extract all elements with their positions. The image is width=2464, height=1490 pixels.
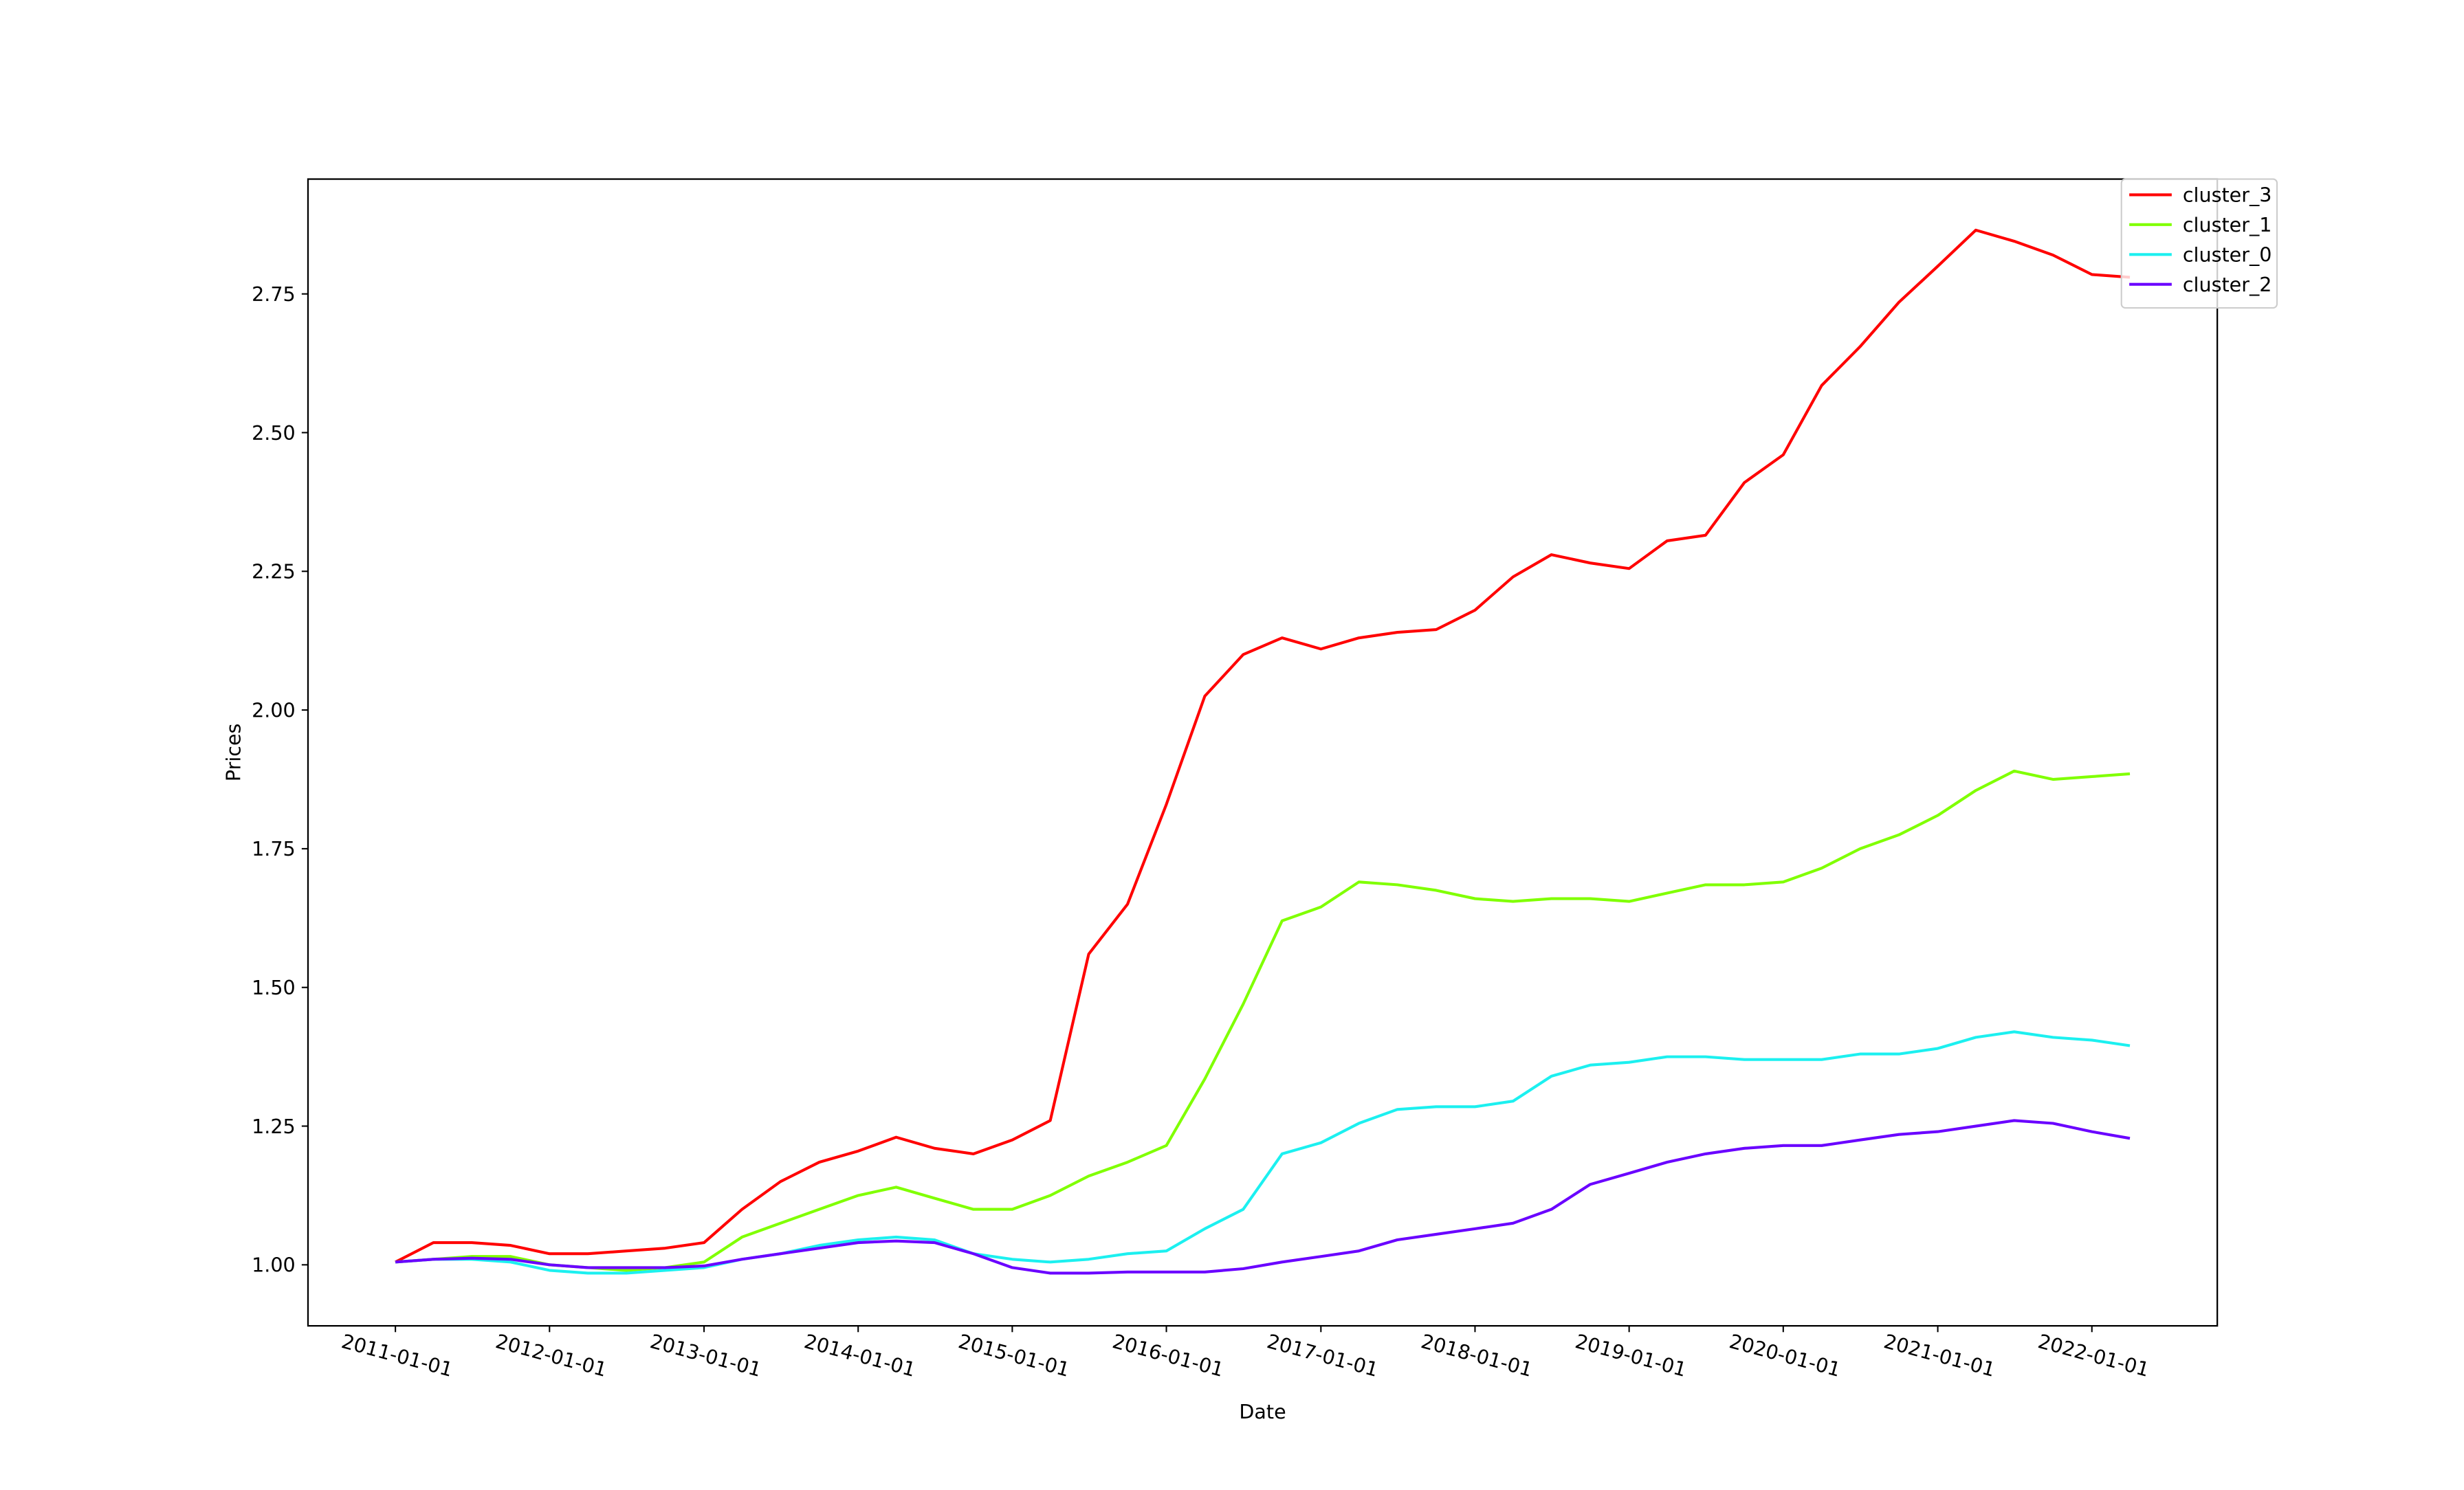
y-tick-label: 1.00 [252,1254,296,1277]
y-tick-label: 2.75 [252,282,296,306]
y-axis-label: Prices [222,724,245,782]
x-axis-label: Date [1239,1400,1286,1423]
series-line [395,769,2131,1272]
y-tick-label: 1.25 [252,1115,296,1138]
legend-box [2120,178,2278,309]
y-tick-label: 2.00 [252,698,296,722]
legend-label: cluster_1 [2183,213,2272,236]
legend: cluster_3 cluster_1 cluster_0 cluster_2 [2120,178,2278,309]
y-tick-label: 2.50 [252,421,296,445]
y-tick-label: 1.75 [252,837,296,860]
legend-label: cluster_0 [2183,243,2272,267]
plot-area [395,228,2131,1275]
legend-label: cluster_2 [2183,273,2272,296]
series-line [395,1119,2131,1275]
legend-label: cluster_3 [2183,184,2272,207]
series-line [395,228,2131,1264]
series-line [395,1030,2131,1275]
y-tick-label: 2.25 [252,560,296,583]
axes-frame [307,178,2219,1327]
y-tick-label: 1.50 [252,976,296,999]
